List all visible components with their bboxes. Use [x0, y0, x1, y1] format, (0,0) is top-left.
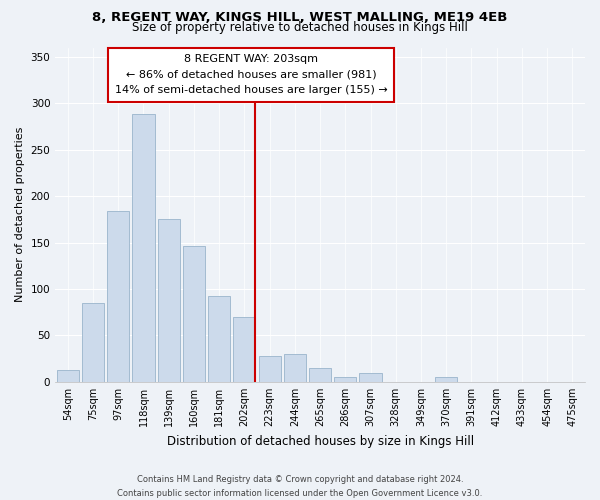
Bar	[359, 372, 382, 382]
Text: 8 REGENT WAY: 203sqm
← 86% of detached houses are smaller (981)
14% of semi-deta: 8 REGENT WAY: 203sqm ← 86% of detached h…	[115, 54, 388, 96]
Bar	[259, 356, 281, 382]
Y-axis label: Number of detached properties: Number of detached properties	[15, 127, 25, 302]
Bar	[133, 114, 155, 382]
Text: Size of property relative to detached houses in Kings Hill: Size of property relative to detached ho…	[132, 21, 468, 34]
Bar	[435, 378, 457, 382]
Bar	[284, 354, 306, 382]
Bar	[158, 220, 180, 382]
Bar	[183, 246, 205, 382]
Bar	[233, 317, 256, 382]
Bar	[208, 296, 230, 382]
Bar	[82, 303, 104, 382]
Bar	[56, 370, 79, 382]
Text: Contains HM Land Registry data © Crown copyright and database right 2024.
Contai: Contains HM Land Registry data © Crown c…	[118, 476, 482, 498]
Bar	[309, 368, 331, 382]
X-axis label: Distribution of detached houses by size in Kings Hill: Distribution of detached houses by size …	[167, 434, 473, 448]
Bar	[107, 211, 130, 382]
Bar	[334, 378, 356, 382]
Text: 8, REGENT WAY, KINGS HILL, WEST MALLING, ME19 4EB: 8, REGENT WAY, KINGS HILL, WEST MALLING,…	[92, 11, 508, 24]
